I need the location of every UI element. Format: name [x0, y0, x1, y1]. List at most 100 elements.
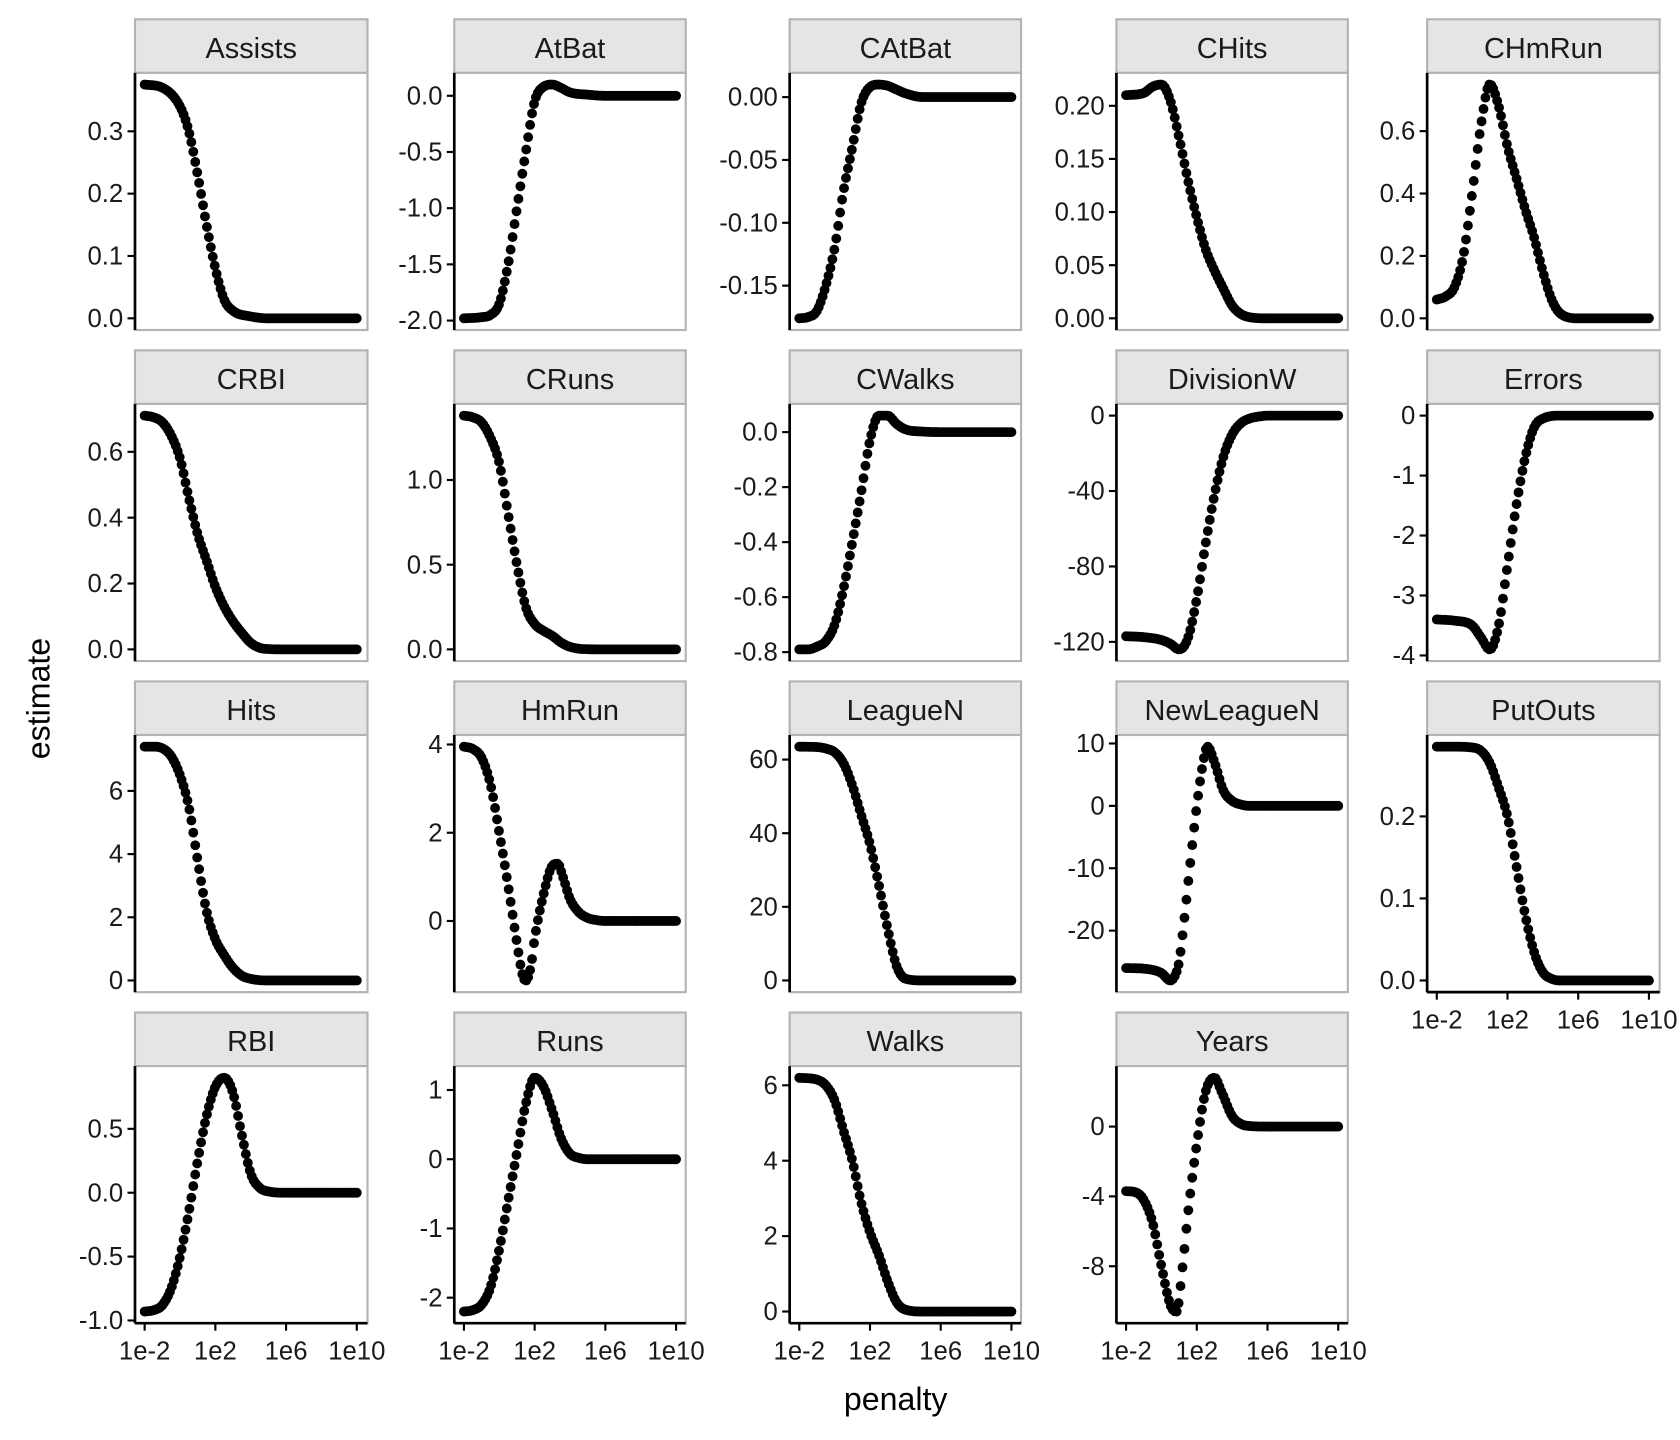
data-point	[1006, 1306, 1017, 1317]
y-tick-label: 0.15	[1055, 145, 1105, 173]
data-point	[843, 163, 853, 174]
data-point	[507, 1171, 518, 1182]
data-point	[868, 853, 879, 864]
data-point	[841, 173, 851, 183]
facet-strip-label: PutOuts	[1491, 695, 1595, 727]
data-point	[850, 518, 861, 529]
data-point	[1461, 234, 1471, 245]
facet-strip-label: Hits	[226, 695, 276, 727]
data-point	[1459, 246, 1469, 257]
facet-panel-years: Years -8 -4 0 1e-2 1e2 1e6 1e10	[1082, 1011, 1367, 1366]
y-tick-label: -1	[420, 1215, 443, 1243]
data-point	[1478, 104, 1489, 114]
data-point	[1195, 574, 1205, 585]
data-point	[201, 907, 212, 918]
data-point	[866, 844, 877, 855]
data-point	[879, 910, 890, 921]
y-tick-label: -40	[1067, 478, 1104, 506]
data-point	[1462, 220, 1473, 231]
facet-panel-walks: Walks 0 2 4 6 1e-2 1e2 1e6 1e10	[764, 1011, 1040, 1366]
data-point	[1191, 806, 1202, 817]
facet-strip	[453, 349, 687, 405]
y-tick-label: 0.00	[728, 84, 778, 112]
data-point	[1501, 808, 1512, 819]
point-series	[139, 1072, 362, 1317]
facet-panel-chmrun: CHmRun 0.0 0.2 0.4 0.6	[1380, 18, 1661, 333]
data-point	[198, 1127, 208, 1138]
data-point	[513, 567, 524, 578]
data-point	[841, 571, 851, 582]
data-point	[499, 1214, 510, 1225]
data-point	[495, 1236, 506, 1246]
data-point	[513, 193, 524, 204]
data-point	[534, 905, 545, 916]
y-tick-label: 0.05	[1055, 252, 1105, 280]
facet-panel-errors: Errors -4 -3 -2 -1 0	[1392, 349, 1661, 670]
data-point	[188, 1181, 199, 1192]
data-point	[1177, 1262, 1188, 1273]
data-point	[172, 1261, 183, 1272]
data-point	[1198, 1094, 1209, 1104]
y-tick-label: 4	[428, 731, 442, 759]
data-point	[1517, 895, 1528, 906]
data-point	[499, 488, 510, 499]
data-point	[1179, 912, 1190, 923]
data-point	[174, 1253, 185, 1263]
point-series	[459, 741, 682, 986]
data-point	[1150, 1229, 1161, 1240]
facet-strip-label: CHits	[1197, 33, 1268, 65]
data-point	[492, 814, 502, 825]
x-tick-label: 1e-2	[438, 1338, 489, 1366]
data-point	[178, 468, 189, 479]
data-point	[503, 1192, 514, 1203]
data-point	[835, 207, 846, 218]
facet-strip	[788, 349, 1023, 405]
data-point	[844, 154, 855, 165]
y-tick-label: -1.0	[398, 195, 442, 223]
data-point	[1197, 561, 1207, 572]
y-tick-label: 1	[428, 1077, 442, 1105]
data-point	[192, 167, 203, 178]
data-point	[1185, 625, 1196, 635]
facet-strip-label: Assists	[205, 33, 297, 65]
data-point	[864, 438, 875, 449]
data-point	[184, 495, 195, 506]
data-point	[839, 183, 849, 194]
data-point	[1503, 551, 1514, 562]
x-tick-label: 1e2	[1175, 1338, 1218, 1366]
facet-strip-label: CHmRun	[1484, 33, 1603, 65]
data-point	[833, 607, 844, 618]
facet-strip-label: RBI	[227, 1026, 275, 1058]
data-point	[1169, 112, 1180, 123]
facet-panel-assists: Assists 0.0 0.1 0.2 0.3	[87, 18, 369, 333]
data-point	[1191, 1143, 1202, 1154]
y-tick-label: -0.05	[719, 147, 778, 175]
y-axis-title: estimate	[20, 638, 56, 759]
data-point	[1173, 959, 1184, 970]
data-point	[238, 1139, 249, 1150]
data-point	[188, 146, 199, 157]
data-point	[186, 1192, 197, 1203]
data-point	[176, 459, 187, 470]
y-tick-label: 0.1	[87, 243, 123, 271]
y-tick-label: 0	[764, 967, 778, 995]
data-point	[1472, 144, 1483, 154]
facet-strip	[1426, 18, 1661, 74]
facet-panel-cwalks: CWalks -0.8 -0.6 -0.4 -0.2 0.0	[734, 349, 1023, 667]
data-point	[1198, 753, 1209, 763]
data-point	[211, 268, 222, 279]
point-series	[1121, 741, 1344, 986]
y-tick-label: -20	[1067, 917, 1104, 945]
data-point	[182, 795, 193, 806]
x-axis-title: penalty	[844, 1381, 948, 1417]
data-point	[846, 1153, 857, 1164]
data-point	[1175, 139, 1186, 150]
plot-panel	[453, 71, 687, 332]
y-tick-label: -10	[1067, 855, 1104, 883]
data-point	[1179, 158, 1190, 169]
x-tick-label: 1e-2	[1100, 1338, 1151, 1366]
data-point	[1187, 840, 1198, 851]
data-point	[1206, 504, 1217, 515]
data-point	[1476, 116, 1487, 127]
y-tick-label: 2	[109, 904, 123, 932]
